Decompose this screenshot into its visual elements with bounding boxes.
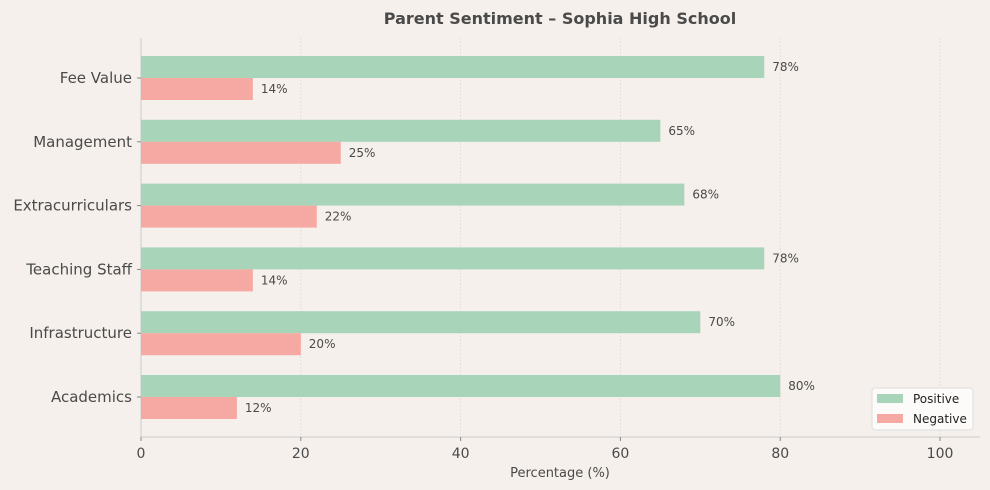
legend-swatch-positive: [877, 394, 903, 403]
y-tick-label: Fee Value: [60, 69, 132, 87]
y-tick-label: Extracurriculars: [13, 197, 132, 215]
x-tick-label: 60: [612, 446, 630, 462]
bar-positive: [141, 183, 685, 206]
y-tick-label: Teaching Staff: [25, 260, 132, 278]
chart-title: Parent Sentiment – Sophia High School: [384, 9, 736, 28]
y-tick-label: Management: [33, 133, 132, 151]
bar-negative: [141, 141, 341, 164]
x-tick-label: 80: [771, 446, 789, 462]
bar-negative: [141, 269, 253, 292]
bar-positive: [141, 247, 765, 270]
data-label: 12%: [245, 401, 272, 415]
legend-label: Negative: [913, 412, 967, 426]
data-label: 78%: [772, 251, 799, 265]
data-label: 70%: [708, 315, 735, 329]
data-label: 80%: [788, 379, 815, 393]
x-tick-label: 0: [137, 446, 146, 462]
legend-label: Positive: [913, 392, 959, 406]
x-tick-label: 40: [452, 446, 470, 462]
data-label: 25%: [349, 146, 376, 160]
data-label: 14%: [261, 82, 288, 96]
legend-swatch-negative: [877, 414, 903, 423]
bar-negative: [141, 205, 317, 228]
bar-negative: [141, 333, 301, 356]
bar-positive: [141, 311, 701, 334]
x-tick-label: 100: [927, 446, 954, 462]
data-label: 20%: [309, 337, 336, 351]
bar-positive: [141, 119, 661, 142]
y-tick-label: Infrastructure: [29, 324, 132, 342]
bar-positive: [141, 375, 781, 397]
data-label: 14%: [261, 273, 288, 287]
bar-positive: [141, 56, 765, 78]
data-label: 65%: [668, 124, 695, 138]
data-label: 78%: [772, 60, 799, 74]
data-label: 68%: [692, 188, 719, 202]
bar-negative: [141, 397, 237, 419]
y-tick-label: Academics: [51, 388, 132, 406]
data-label: 22%: [325, 210, 352, 224]
x-axis-label: Percentage (%): [510, 466, 610, 481]
x-tick-label: 20: [292, 446, 310, 462]
bar-negative: [141, 78, 253, 100]
